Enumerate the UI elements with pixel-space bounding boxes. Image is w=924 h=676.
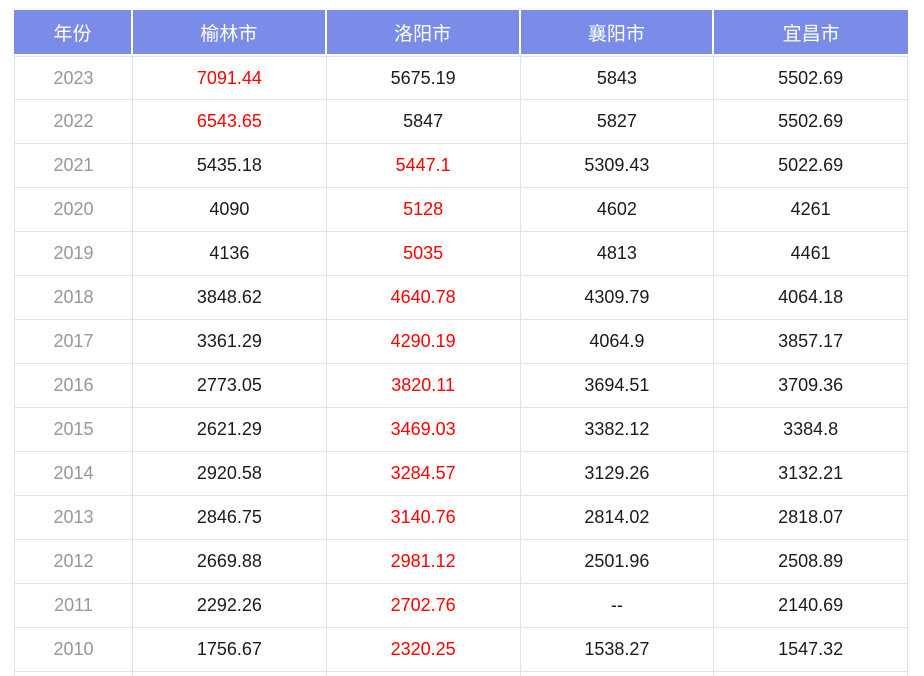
table-row: 2017 3361.29 4290.19 4064.9 3857.17 xyxy=(14,320,908,364)
city-column-header: 榆林市 xyxy=(133,10,327,56)
empty-cell xyxy=(14,672,133,676)
year-cell: 2021 xyxy=(14,144,133,188)
city-column-header: 宜昌市 xyxy=(714,10,908,56)
table-row: 2013 2846.75 3140.76 2814.02 2818.07 xyxy=(14,496,908,540)
partial-row xyxy=(14,672,908,676)
value-cell: 5128 xyxy=(326,188,521,232)
value-cell: 2508.89 xyxy=(714,540,908,584)
table-row: 2018 3848.62 4640.78 4309.79 4064.18 xyxy=(14,276,908,320)
value-cell: 2501.96 xyxy=(520,540,715,584)
value-cell: 5827 xyxy=(520,100,715,144)
year-cell: 2017 xyxy=(14,320,133,364)
year-column-header: 年份 xyxy=(14,10,133,56)
year-cell: 2015 xyxy=(14,408,133,452)
value-cell: 4640.78 xyxy=(326,276,521,320)
value-cell: 5035 xyxy=(326,232,521,276)
value-cell: 5022.69 xyxy=(714,144,908,188)
value-cell: 3857.17 xyxy=(714,320,908,364)
year-cell: 2011 xyxy=(14,584,133,628)
table-row: 2022 6543.65 5847 5827 5502.69 xyxy=(14,100,908,144)
value-cell: 2818.07 xyxy=(714,496,908,540)
value-cell: 4261 xyxy=(714,188,908,232)
value-cell: 1547.32 xyxy=(714,628,908,672)
value-cell: 3848.62 xyxy=(133,276,327,320)
value-cell: 2814.02 xyxy=(520,496,715,540)
value-cell: 3694.51 xyxy=(520,364,715,408)
value-cell: 4813 xyxy=(520,232,715,276)
value-cell: 5502.69 xyxy=(714,56,908,100)
value-cell: 3384.8 xyxy=(714,408,908,452)
value-cell: 3382.12 xyxy=(520,408,715,452)
value-cell: 2292.26 xyxy=(133,584,327,628)
value-cell: 3709.36 xyxy=(714,364,908,408)
value-cell: -- xyxy=(520,584,715,628)
value-cell: 5309.43 xyxy=(520,144,715,188)
year-cell: 2019 xyxy=(14,232,133,276)
year-cell: 2014 xyxy=(14,452,133,496)
value-cell: 2320.25 xyxy=(326,628,521,672)
table-row: 2023 7091.44 5675.19 5843 5502.69 xyxy=(14,56,908,100)
year-cell: 2018 xyxy=(14,276,133,320)
value-cell: 2621.29 xyxy=(133,408,327,452)
value-cell: 1538.27 xyxy=(520,628,715,672)
value-cell: 3361.29 xyxy=(133,320,327,364)
table-row: 2015 2621.29 3469.03 3382.12 3384.8 xyxy=(14,408,908,452)
value-cell: 5843 xyxy=(520,56,715,100)
empty-cell xyxy=(520,672,715,676)
value-cell: 4090 xyxy=(133,188,327,232)
city-column-header: 襄阳市 xyxy=(520,10,715,56)
value-cell: 5675.19 xyxy=(326,56,521,100)
table-row: 2020 4090 5128 4602 4261 xyxy=(14,188,908,232)
table-row: 2019 4136 5035 4813 4461 xyxy=(14,232,908,276)
empty-cell xyxy=(714,672,908,676)
year-cell: 2023 xyxy=(14,56,133,100)
value-cell: 3284.57 xyxy=(326,452,521,496)
data-table: 年份 榆林市 洛阳市 襄阳市 宜昌市 2023 7091.44 5675.19 5843 550… xyxy=(14,10,908,676)
value-cell: 7091.44 xyxy=(133,56,327,100)
value-cell: 3140.76 xyxy=(326,496,521,540)
table-row: 2011 2292.26 2702.76 -- 2140.69 xyxy=(14,584,908,628)
table-row: 2014 2920.58 3284.57 3129.26 3132.21 xyxy=(14,452,908,496)
value-cell: 2846.75 xyxy=(133,496,327,540)
value-cell: 4064.9 xyxy=(520,320,715,364)
table-row: 2010 1756.67 2320.25 1538.27 1547.32 xyxy=(14,628,908,672)
value-cell: 2981.12 xyxy=(326,540,521,584)
table-header-row: 年份 榆林市 洛阳市 襄阳市 宜昌市 xyxy=(14,10,908,56)
value-cell: 3129.26 xyxy=(520,452,715,496)
value-cell: 2773.05 xyxy=(133,364,327,408)
year-cell: 2020 xyxy=(14,188,133,232)
value-cell: 5847 xyxy=(326,100,521,144)
value-cell: 4602 xyxy=(520,188,715,232)
value-cell: 2140.69 xyxy=(714,584,908,628)
empty-cell xyxy=(326,672,521,676)
year-cell: 2016 xyxy=(14,364,133,408)
empty-cell xyxy=(133,672,327,676)
table-row: 2012 2669.88 2981.12 2501.96 2508.89 xyxy=(14,540,908,584)
year-cell: 2010 xyxy=(14,628,133,672)
value-cell: 1756.67 xyxy=(133,628,327,672)
value-cell: 5435.18 xyxy=(133,144,327,188)
value-cell: 4064.18 xyxy=(714,276,908,320)
value-cell: 3132.21 xyxy=(714,452,908,496)
table-row: 2016 2773.05 3820.11 3694.51 3709.36 xyxy=(14,364,908,408)
value-cell: 2669.88 xyxy=(133,540,327,584)
city-column-header: 洛阳市 xyxy=(326,10,521,56)
value-cell: 5502.69 xyxy=(714,100,908,144)
table-body: 2023 7091.44 5675.19 5843 5502.69 2022 6543.65… xyxy=(14,56,908,676)
value-cell: 3469.03 xyxy=(326,408,521,452)
year-cell: 2013 xyxy=(14,496,133,540)
value-cell: 2920.58 xyxy=(133,452,327,496)
year-cell: 2012 xyxy=(14,540,133,584)
value-cell: 3820.11 xyxy=(326,364,521,408)
value-cell: 4461 xyxy=(714,232,908,276)
value-cell: 4290.19 xyxy=(326,320,521,364)
year-cell: 2022 xyxy=(14,100,133,144)
value-cell: 6543.65 xyxy=(133,100,327,144)
value-cell: 5447.1 xyxy=(326,144,521,188)
value-cell: 4309.79 xyxy=(520,276,715,320)
table-row: 2021 5435.18 5447.1 5309.43 5022.69 xyxy=(14,144,908,188)
value-cell: 4136 xyxy=(133,232,327,276)
value-cell: 2702.76 xyxy=(326,584,521,628)
